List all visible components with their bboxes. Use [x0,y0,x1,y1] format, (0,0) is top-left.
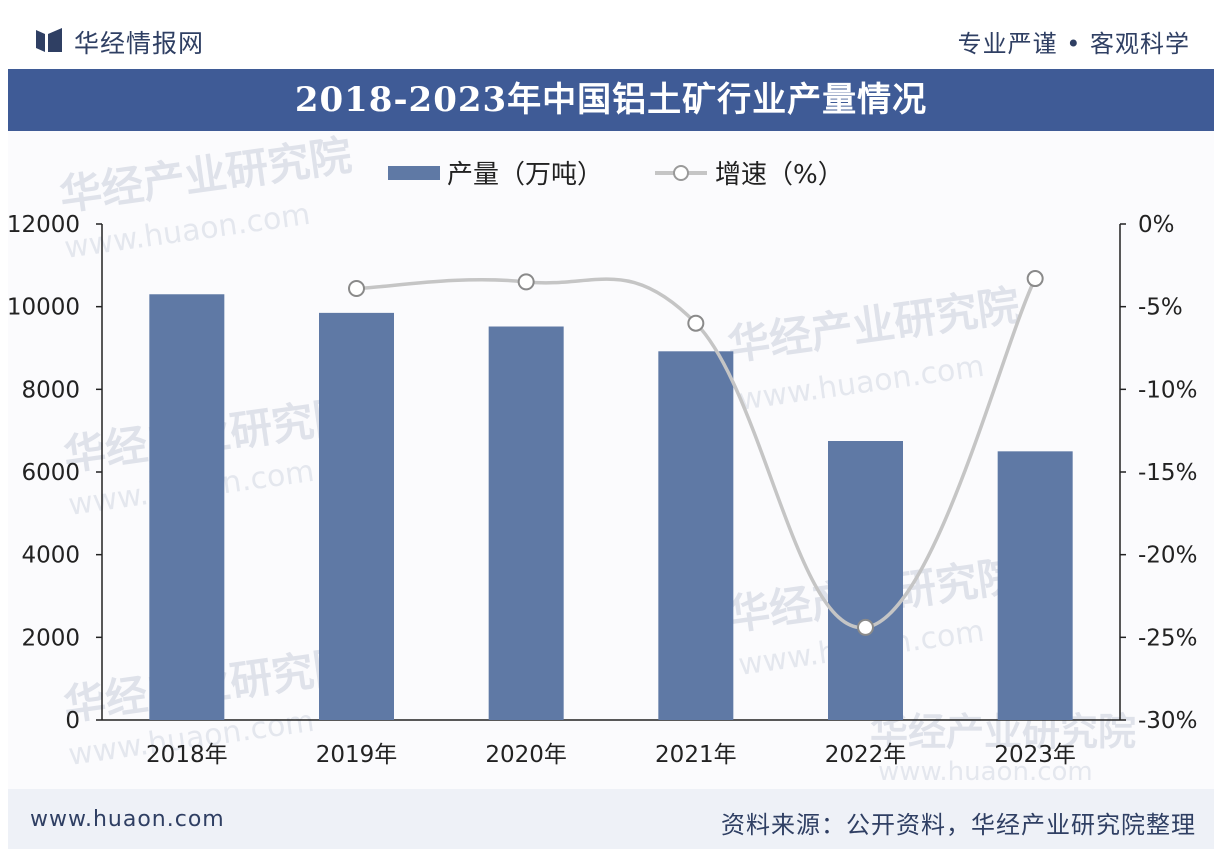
category-label: 2019年 [316,742,398,768]
legend-bar-label: 产量（万吨） [447,160,603,190]
right-tick-label: -20% [1138,543,1197,569]
growth-line-series [348,270,1044,636]
bar [488,326,564,720]
title-bar: 2018-2023年中国铝土矿行业产量情况 [8,69,1214,131]
bar [828,441,903,720]
left-tick-label: 0 [65,708,80,734]
legend: 产量（万吨） 增速（%） [388,160,844,190]
growth-point [348,279,365,297]
category-label: 2020年 [485,742,567,768]
bar [319,312,394,720]
right-tick-label: -10% [1138,377,1197,403]
left-tick-label: 10000 [7,295,80,321]
watermark-text: 华经产业研究院 [57,130,355,219]
growth-point [687,314,705,332]
right-tick-label: -15% [1138,460,1197,486]
category-label: 2022年 [825,742,907,768]
growth-line [356,277,1037,630]
footer-url: www.huaon.com [30,807,225,832]
growth-point [857,618,874,636]
growth-point [1026,270,1044,288]
right-tick-label: -25% [1138,625,1197,651]
growth-point [517,273,535,291]
left-tick-label: 12000 [7,212,80,238]
bar [149,294,225,720]
right-tick-label: -5% [1138,295,1183,321]
watermark-url: www.huaon.com [878,757,1093,787]
legend-line-label: 增速（%） [715,160,844,190]
category-label: 2021年 [655,742,737,768]
bar [658,351,734,720]
category-labels: 2018年 2019年 2020年 2021年 2022年 2023年 [146,742,1076,768]
legend-bar-swatch [388,166,440,180]
right-tick-label: 0% [1138,212,1175,238]
header: 华经情报网 专业严谨 • 客观科学 [0,0,1222,68]
left-tick-label: 6000 [21,460,80,486]
data-source: 资料来源：公开资料，华经产业研究院整理 [721,811,1196,839]
category-label: 2018年 [146,742,228,768]
bar-series [149,294,1073,720]
brand-name: 华经情报网 [74,29,205,58]
left-axis-ticks: 0 2000 4000 6000 8000 10000 12000 [7,212,102,734]
left-tick-label: 2000 [21,625,80,651]
left-tick-label: 8000 [21,377,80,403]
brand-logo-icon [36,28,62,52]
chart-title: 2018-2023年中国铝土矿行业产量情况 [294,80,928,120]
right-tick-label: -30% [1138,708,1197,734]
slogan: 专业严谨 • 客观科学 [957,30,1190,58]
bar [997,451,1073,720]
footer: www.huaon.com 资料来源：公开资料，华经产业研究院整理 [8,789,1214,849]
legend-line-marker [673,165,689,181]
right-axis-ticks: 0% -5% -10% -15% -20% -25% -30% [1120,212,1197,734]
left-tick-label: 4000 [21,543,80,569]
category-label: 2023年 [994,742,1076,768]
